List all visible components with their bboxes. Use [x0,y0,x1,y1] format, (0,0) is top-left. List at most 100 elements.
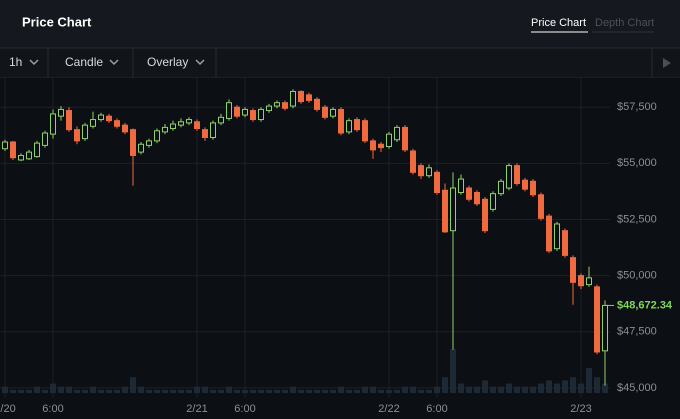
volume-bar [322,389,328,393]
candle-body [554,223,560,250]
candle-body [466,187,472,200]
candle-body [402,126,408,151]
candle-body [74,129,80,142]
x-tick-label: 6:00 [426,403,447,415]
candle-body [394,126,400,141]
play-button[interactable] [663,58,671,68]
y-tick-label: $52,500 [617,213,657,225]
volume-bar [122,386,128,393]
volume-bar [378,389,384,393]
candle-body [450,187,456,232]
candle-body [186,119,192,124]
y-tick-label: $57,500 [617,101,657,113]
candle-body [122,124,128,133]
candle-body [82,124,88,140]
volume-bar [394,389,400,393]
header-bar [0,0,680,48]
candle-body [18,154,24,161]
candle-body [474,192,480,205]
candle-body [26,151,32,160]
interval-select[interactable]: 1h [9,55,22,69]
volume-bar [50,383,56,393]
volume-bar [138,386,144,393]
candle-body [546,215,552,252]
chevron [29,59,39,66]
volume-bar [282,389,288,393]
candle-body [290,90,296,107]
chart-type-select[interactable]: Candle [65,55,103,69]
candle-body [114,120,120,127]
volume-bar [2,386,8,393]
candle-body [346,120,352,133]
candle-body [234,106,240,117]
volume-bar [298,389,304,393]
volume-bar [226,386,232,393]
candle-body [338,108,344,134]
candle-body [218,116,224,124]
candle-body [10,141,16,159]
candle-body [210,122,216,139]
candle-body [314,98,320,110]
candle-body [418,165,424,177]
volume-bar [114,389,120,393]
volume-bar [258,389,264,393]
volume-bar [370,386,376,393]
candle-body [50,113,56,135]
volume-bar [18,389,24,393]
candle-body [602,304,608,352]
volume-bar [330,389,336,393]
candle-body [178,121,184,126]
candle-body [274,102,280,107]
volume-bar [74,389,80,393]
candle-body [34,142,40,158]
candle-body [586,277,592,286]
volume-bar [162,389,168,393]
candle-body [482,198,488,232]
volume-bar [578,383,584,393]
volume-bar [242,389,248,393]
volume-bar [10,389,16,393]
candle-body [58,108,64,117]
volume-bar [354,389,360,393]
candle-body [490,193,496,210]
candle-body [266,105,272,112]
candle-body [2,141,8,150]
candle-body [530,180,536,196]
volume-bar [130,377,136,393]
volume-bar [194,386,200,393]
volume-bar [602,383,608,393]
volume-bar [466,386,472,393]
volume-bar [490,386,496,393]
candle-body [90,119,96,127]
tab-depth-chart[interactable]: Depth Chart [595,17,654,29]
candle-body [362,120,368,142]
x-tick-label: 2/23 [570,403,591,415]
candle-body [226,102,232,119]
volume-bar [218,389,224,393]
candle-body [442,189,448,233]
candle-body [202,129,208,139]
candle-body [386,133,392,147]
candle-body [538,194,544,219]
volume-bar [82,389,88,393]
candle-body [98,114,104,121]
volume-bar [274,389,280,393]
volume-bar [522,386,528,393]
candle-body [298,90,304,103]
candle-body [578,275,584,287]
volume-bar [314,389,320,393]
tab-price-chart[interactable]: Price Chart [531,17,586,29]
chevron [195,59,205,66]
chevron [109,59,119,66]
volume-bar [458,383,464,393]
candle-body [138,143,144,153]
candle-body [458,178,464,194]
y-tick-label: $45,000 [617,382,657,394]
volume-bar [442,377,448,393]
header-title: Price Chart [22,14,92,29]
candle-body [354,119,360,131]
candle-body [306,94,312,101]
overlay-select[interactable]: Overlay [147,55,188,69]
candle-body [146,140,152,146]
volume-bar [482,380,488,393]
